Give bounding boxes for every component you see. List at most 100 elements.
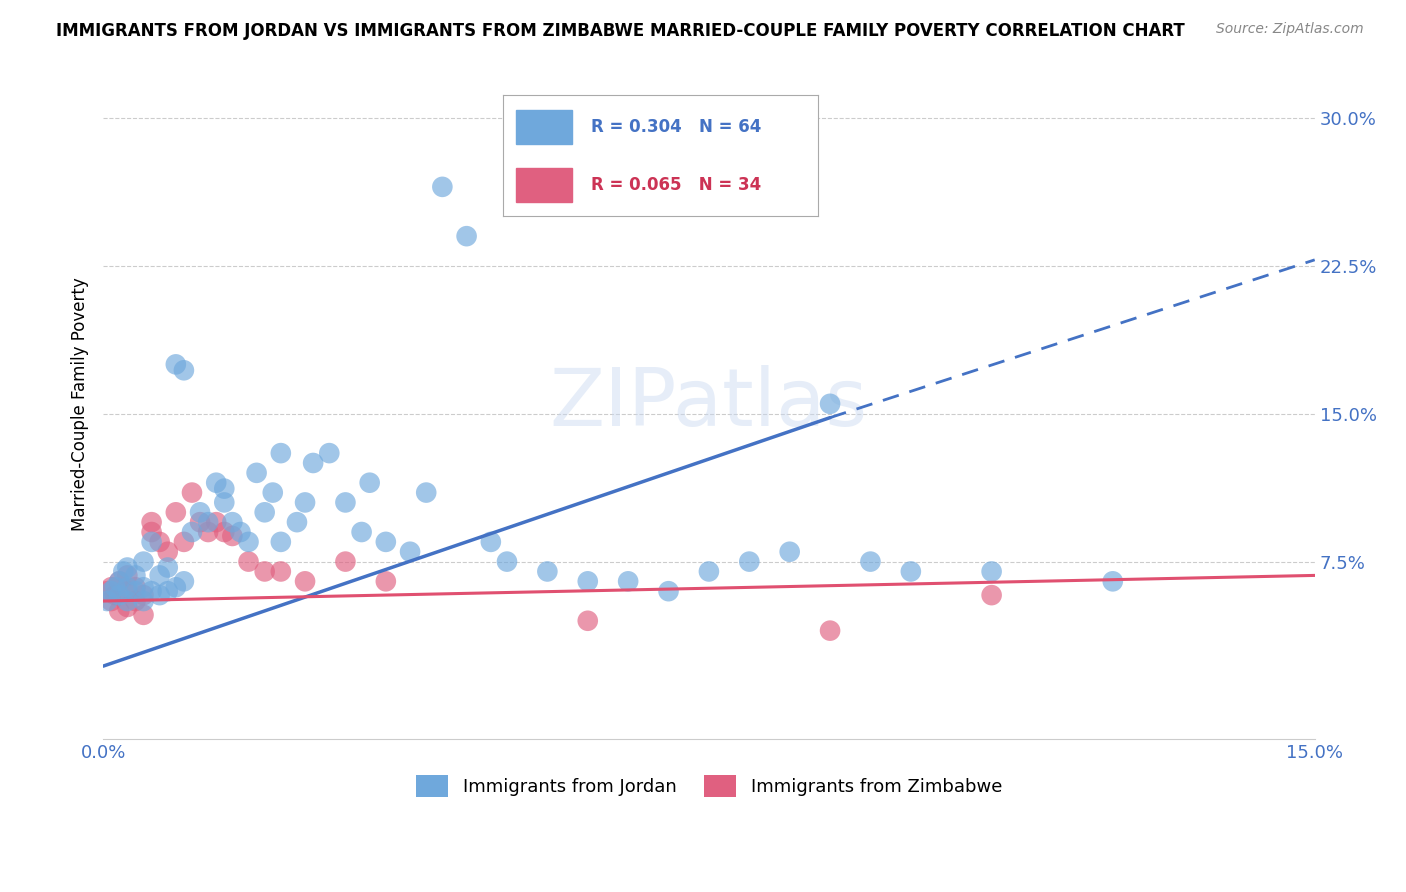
Point <box>270 446 292 460</box>
Point <box>270 534 292 549</box>
Point <box>496 555 519 569</box>
Point <box>294 495 316 509</box>
Point <box>181 524 204 539</box>
Point <box>657 584 679 599</box>
Point <box>221 529 243 543</box>
Point <box>156 560 179 574</box>
Point <box>124 568 146 582</box>
Point <box>156 584 179 599</box>
Point <box>117 560 139 574</box>
Point <box>270 565 292 579</box>
Y-axis label: Married-Couple Family Poverty: Married-Couple Family Poverty <box>72 277 89 531</box>
Point <box>197 515 219 529</box>
Point <box>132 594 155 608</box>
Point <box>359 475 381 490</box>
Point <box>205 515 228 529</box>
Point <box>108 574 131 589</box>
Point <box>900 565 922 579</box>
Point <box>335 555 357 569</box>
Point <box>149 534 172 549</box>
Point <box>188 505 211 519</box>
Point <box>536 565 558 579</box>
Point <box>149 568 172 582</box>
Point <box>617 574 640 589</box>
Point <box>132 580 155 594</box>
Point <box>238 555 260 569</box>
Point <box>132 607 155 622</box>
Point <box>197 524 219 539</box>
Point <box>117 594 139 608</box>
Point <box>285 515 308 529</box>
Point <box>738 555 761 569</box>
Point <box>374 534 396 549</box>
Point <box>132 555 155 569</box>
Point <box>141 584 163 599</box>
Point <box>399 545 422 559</box>
Point <box>117 584 139 599</box>
Point <box>229 524 252 539</box>
Point <box>432 179 454 194</box>
Point <box>294 574 316 589</box>
Point <box>181 485 204 500</box>
Point <box>117 568 139 582</box>
Point <box>456 229 478 244</box>
Point <box>104 588 127 602</box>
Point <box>100 584 122 599</box>
Point <box>188 515 211 529</box>
Point <box>859 555 882 569</box>
Point <box>124 594 146 608</box>
Point <box>149 588 172 602</box>
Point <box>124 584 146 599</box>
Legend: Immigrants from Jordan, Immigrants from Zimbabwe: Immigrants from Jordan, Immigrants from … <box>409 767 1010 804</box>
Point <box>173 363 195 377</box>
Point <box>173 534 195 549</box>
Point <box>818 397 841 411</box>
Point <box>124 580 146 594</box>
Point <box>141 524 163 539</box>
Point <box>108 574 131 589</box>
Point <box>980 588 1002 602</box>
Point <box>980 565 1002 579</box>
Point <box>576 574 599 589</box>
Point <box>374 574 396 589</box>
Point <box>818 624 841 638</box>
Point <box>141 515 163 529</box>
Text: Source: ZipAtlas.com: Source: ZipAtlas.com <box>1216 22 1364 37</box>
Point <box>697 565 720 579</box>
Point <box>156 545 179 559</box>
Point <box>117 580 139 594</box>
Point <box>165 505 187 519</box>
Point <box>214 495 236 509</box>
Point <box>318 446 340 460</box>
Point <box>205 475 228 490</box>
Point <box>132 588 155 602</box>
Point <box>96 594 118 608</box>
Point <box>100 594 122 608</box>
Point <box>479 534 502 549</box>
Point <box>238 534 260 549</box>
Point <box>576 614 599 628</box>
Point <box>1101 574 1123 589</box>
Point <box>108 604 131 618</box>
Point <box>104 580 127 594</box>
Point <box>96 584 118 599</box>
Point <box>253 505 276 519</box>
Point <box>214 524 236 539</box>
Point <box>246 466 269 480</box>
Point <box>100 580 122 594</box>
Point <box>350 524 373 539</box>
Point <box>108 588 131 602</box>
Point <box>165 580 187 594</box>
Point <box>117 599 139 614</box>
Point <box>262 485 284 500</box>
Point <box>141 534 163 549</box>
Point <box>779 545 801 559</box>
Point <box>112 565 135 579</box>
Text: ZIPatlas: ZIPatlas <box>550 365 868 442</box>
Point <box>415 485 437 500</box>
Point <box>221 515 243 529</box>
Point <box>253 565 276 579</box>
Point <box>173 574 195 589</box>
Point <box>165 357 187 371</box>
Point <box>335 495 357 509</box>
